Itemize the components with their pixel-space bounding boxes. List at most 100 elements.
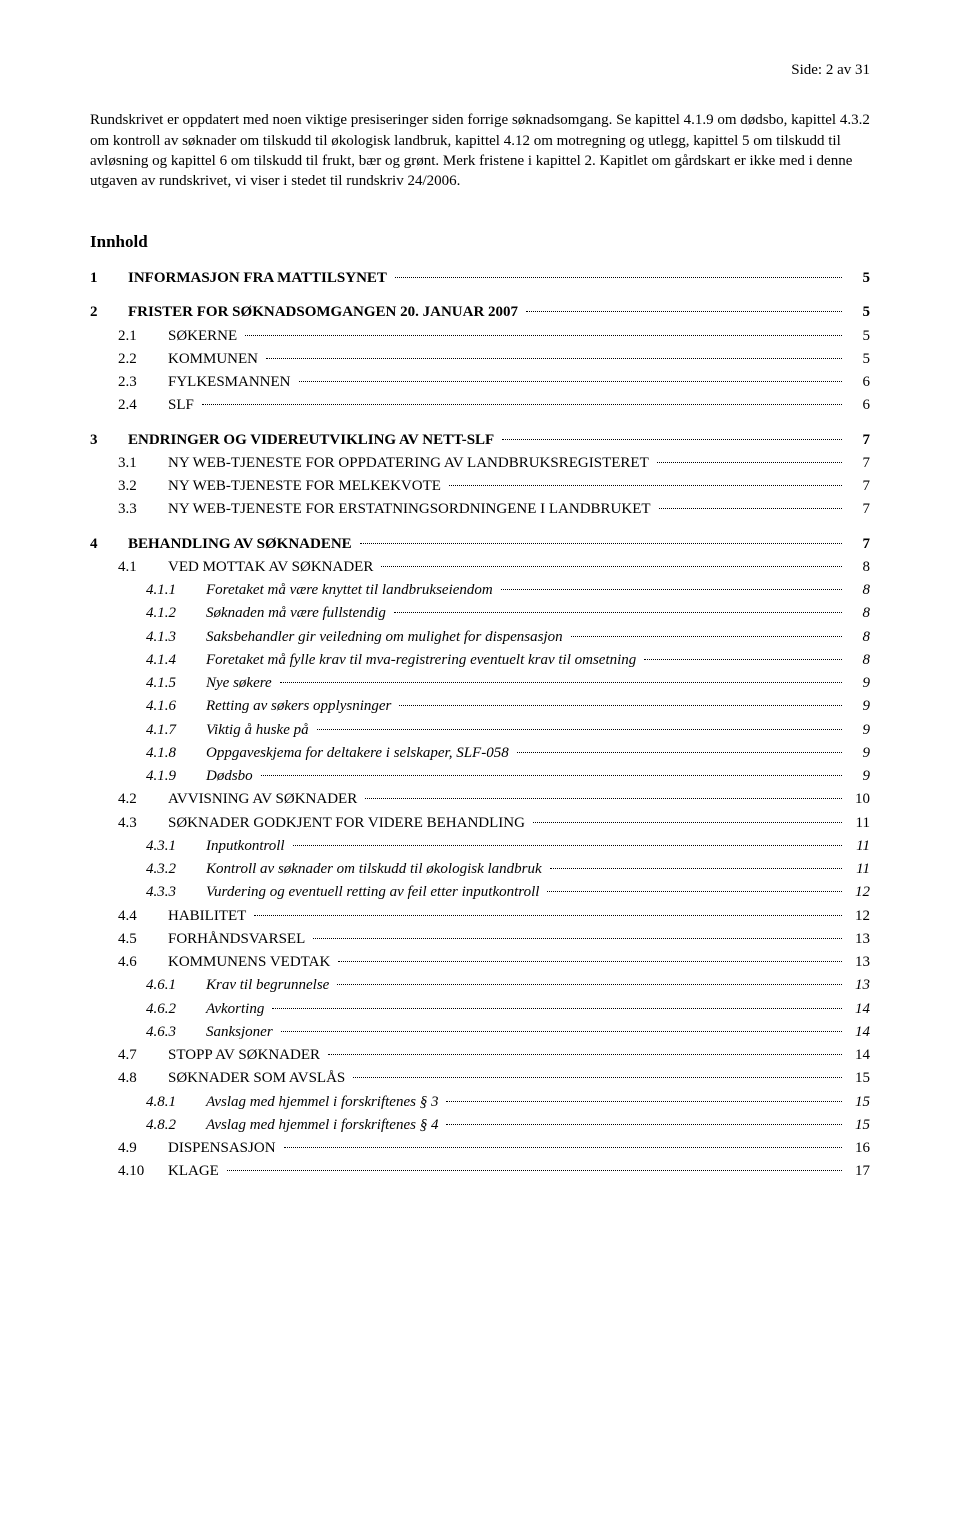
toc-entry-leader (299, 381, 842, 382)
toc-entry-leader (644, 659, 842, 660)
toc-entry-number: 3.2 (118, 476, 168, 496)
toc-entry-number: 4.6.3 (146, 1022, 206, 1042)
toc-entry-leader (550, 868, 842, 869)
toc-entry-leader (449, 485, 842, 486)
toc-entry-page: 8 (846, 627, 870, 647)
toc-entry-label: ENDRINGER OG VIDEREUTVIKLING AV NETT-SLF (128, 430, 498, 450)
toc-entry-leader (446, 1101, 842, 1102)
toc-entry-leader (353, 1077, 842, 1078)
toc-entry-page: 7 (846, 499, 870, 519)
toc-entry: 4.6.1Krav til begrunnelse 13 (90, 975, 870, 995)
toc-entry-label: AVVISNING AV SØKNADER (168, 789, 361, 809)
toc-entry-number: 4.4 (118, 906, 168, 926)
toc-entry-leader (266, 358, 842, 359)
toc-entry-number: 2.2 (118, 349, 168, 369)
toc-entry-label: KOMMUNENS VEDTAK (168, 952, 334, 972)
toc-entry-label: Retting av søkers opplysninger (206, 696, 395, 716)
toc-entry-leader (659, 508, 842, 509)
page-container: Side: 2 av 31 Rundskrivet er oppdatert m… (0, 0, 960, 1245)
toc-entry-leader (399, 705, 842, 706)
toc-list: 1INFORMASJON FRA MATTILSYNET52FRISTER FO… (90, 268, 870, 1182)
toc-entry-label: Oppgaveskjema for deltakere i selskaper,… (206, 743, 513, 763)
toc-entry-label: INFORMASJON FRA MATTILSYNET (128, 268, 391, 288)
toc-entry-label: NY WEB-TJENESTE FOR OPPDATERING AV LANDB… (168, 453, 653, 473)
toc-entry-number: 4.6 (118, 952, 168, 972)
toc-entry-page: 13 (846, 975, 870, 995)
toc-title: Innhold (90, 231, 870, 254)
toc-entry-page: 7 (846, 453, 870, 473)
toc-entry: 4.1.7Viktig å huske på9 (90, 720, 870, 740)
toc-entry-page: 8 (846, 557, 870, 577)
toc-entry-leader (365, 798, 842, 799)
toc-entry: 4.10KLAGE 17 (90, 1161, 870, 1181)
page-header: Side: 2 av 31 (90, 60, 870, 80)
toc-entry-leader (281, 1031, 842, 1032)
toc-entry-leader (360, 543, 842, 544)
toc-entry: 4.6.2Avkorting14 (90, 999, 870, 1019)
toc-entry-page: 9 (846, 696, 870, 716)
toc-entry-number: 4.1 (118, 557, 168, 577)
toc-entry-number: 4.7 (118, 1045, 168, 1065)
toc-entry-leader (657, 462, 842, 463)
toc-entry-page: 9 (846, 743, 870, 763)
toc-entry-page: 11 (846, 859, 870, 879)
toc-entry-number: 4.3.1 (146, 836, 206, 856)
toc-entry: 2FRISTER FOR SØKNADSOMGANGEN 20. JANUAR … (90, 302, 870, 322)
toc-entry-page: 15 (846, 1092, 870, 1112)
toc-entry-label: Sanksjoner (206, 1022, 277, 1042)
toc-entry-page: 6 (846, 372, 870, 392)
toc-entry-number: 4.3 (118, 813, 168, 833)
toc-entry-label: HABILITET (168, 906, 250, 926)
toc-entry-leader (571, 636, 842, 637)
toc-entry-number: 4.6.1 (146, 975, 206, 995)
toc-entry-page: 14 (846, 1045, 870, 1065)
toc-entry-number: 4.10 (118, 1161, 168, 1181)
toc-entry-leader (533, 822, 842, 823)
toc-entry: 4.3SØKNADER GODKJENT FOR VIDERE BEHANDLI… (90, 813, 870, 833)
toc-entry-number: 4.1.4 (146, 650, 206, 670)
toc-entry-leader (254, 915, 842, 916)
toc-entry-page: 9 (846, 673, 870, 693)
toc-entry: 4.1.5Nye søkere 9 (90, 673, 870, 693)
toc-entry-label: Krav til begrunnelse (206, 975, 333, 995)
toc-entry: 4.8SØKNADER SOM AVSLÅS15 (90, 1068, 870, 1088)
toc-entry-page: 8 (846, 603, 870, 623)
toc-entry: 4.3.3Vurdering og eventuell retting av f… (90, 882, 870, 902)
toc-entry-number: 4.1.2 (146, 603, 206, 623)
toc-entry-leader (328, 1054, 842, 1055)
toc-entry: 4.1.1Foretaket må være knyttet til landb… (90, 580, 870, 600)
toc-entry: 4.8.2Avslag med hjemmel i forskriftenes … (90, 1115, 870, 1135)
toc-entry-label: VED MOTTAK AV SØKNADER (168, 557, 377, 577)
toc-entry-page: 7 (846, 534, 870, 554)
toc-entry: 3.3NY WEB-TJENESTE FOR ERSTATNINGSORDNIN… (90, 499, 870, 519)
toc-entry-number: 4.8.2 (146, 1115, 206, 1135)
toc-entry-label: NY WEB-TJENESTE FOR MELKEKVOTE (168, 476, 445, 496)
page-header-total: 31 (855, 62, 870, 78)
toc-entry-number: 4.1.6 (146, 696, 206, 716)
toc-entry-leader (293, 845, 842, 846)
toc-entry-page: 8 (846, 580, 870, 600)
toc-entry: 3.1NY WEB-TJENESTE FOR OPPDATERING AV LA… (90, 453, 870, 473)
toc-entry-label: Avslag med hjemmel i forskriftenes § 4 (206, 1115, 442, 1135)
toc-entry-number: 4.1.7 (146, 720, 206, 740)
toc-entry-page: 14 (846, 1022, 870, 1042)
toc-entry-number: 3 (90, 430, 128, 450)
toc-entry-number: 4.1.5 (146, 673, 206, 693)
toc-entry: 2.3FYLKESMANNEN6 (90, 372, 870, 392)
toc-entry-page: 15 (846, 1068, 870, 1088)
toc-entry: 4.8.1Avslag med hjemmel i forskriftenes … (90, 1092, 870, 1112)
toc-entry-number: 2.1 (118, 326, 168, 346)
toc-entry-label: Avslag med hjemmel i forskriftenes § 3 (206, 1092, 442, 1112)
toc-entry: 4.6.3Sanksjoner 14 (90, 1022, 870, 1042)
toc-entry-number: 4.1.1 (146, 580, 206, 600)
toc-entry: 4.2AVVISNING AV SØKNADER10 (90, 789, 870, 809)
toc-entry-leader (517, 752, 842, 753)
toc-entry: 4.3.1Inputkontroll11 (90, 836, 870, 856)
toc-entry-page: 17 (846, 1161, 870, 1181)
toc-entry-label: Nye søkere (206, 673, 276, 693)
toc-entry-page: 7 (846, 430, 870, 450)
toc-entry-label: Vurdering og eventuell retting av feil e… (206, 882, 543, 902)
toc-entry-leader (395, 277, 842, 278)
toc-entry-label: KLAGE (168, 1161, 223, 1181)
toc-entry: 2.2KOMMUNEN5 (90, 349, 870, 369)
